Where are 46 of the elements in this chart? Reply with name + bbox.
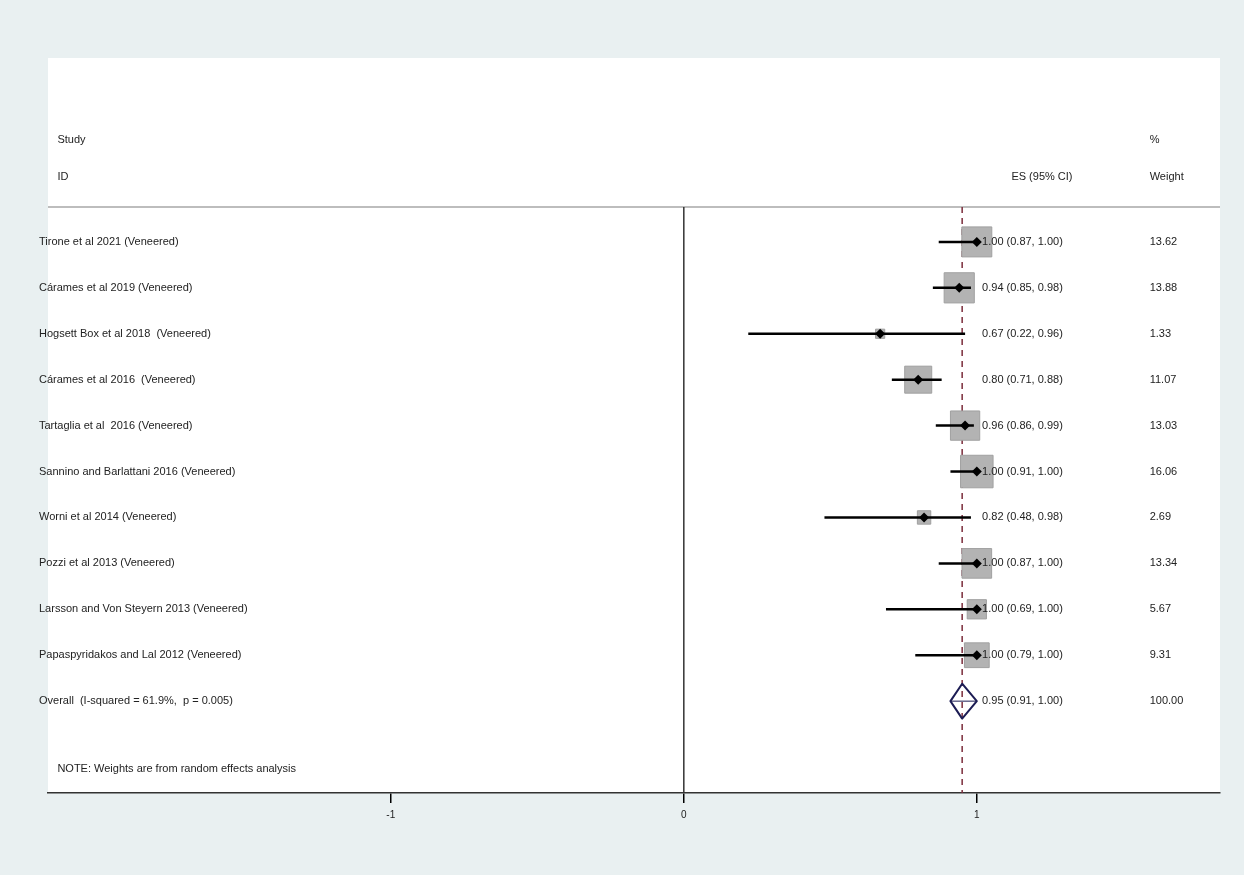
y-tick-label: Papaspyridakos and Lal 2012 (Veneered)	[39, 648, 242, 661]
text: Weight	[1149, 170, 1184, 183]
y-tick-label: Sannino and Barlattani 2016 (Veneered)	[39, 464, 236, 477]
y-tick-label: Overall (I-squared = 61.9%, p = 0.005)	[39, 694, 233, 707]
annotation: 1.00 (0.69, 1.00)	[982, 602, 1063, 615]
x-tick-label: 0	[681, 808, 688, 820]
annotation: 0.80 (0.71, 0.88)	[982, 372, 1063, 385]
y-tick-label: Worni et al 2014 (Veneered)	[39, 510, 177, 523]
text: Study	[57, 132, 86, 145]
text: ES (95% CI)	[1011, 170, 1073, 183]
annotation: 13.34	[1149, 556, 1178, 569]
text: ID	[57, 170, 69, 183]
y-tick-label: Cárames et al 2019 (Veneered)	[39, 280, 193, 293]
point	[949, 682, 978, 720]
point	[943, 272, 975, 304]
annotation: 1.00 (0.79, 1.00)	[982, 648, 1063, 661]
annotation: 100.00	[1149, 694, 1184, 707]
annotation: 0.67 (0.22, 0.96)	[982, 326, 1063, 339]
point	[949, 410, 981, 441]
annotation: 13.88	[1149, 280, 1178, 293]
y-tick-label: Pozzi et al 2013 (Veneered)	[39, 556, 175, 569]
annotation: 1.00 (0.91, 1.00)	[982, 464, 1063, 477]
annotation: 1.00 (0.87, 1.00)	[982, 234, 1063, 247]
y-tick-label: Larsson and Von Steyern 2013 (Veneered)	[39, 602, 248, 615]
annotation: 0.96 (0.86, 0.99)	[982, 418, 1063, 431]
y-tick-label: Tartaglia et al 2016 (Veneered)	[39, 418, 193, 431]
y-tick-label: Tirone et al 2021 (Veneered)	[39, 234, 179, 247]
x-tick-label: -1	[386, 808, 396, 820]
annotation: 1.00 (0.87, 1.00)	[982, 556, 1063, 569]
annotation: 0.94 (0.85, 0.98)	[982, 280, 1063, 293]
point	[904, 365, 933, 394]
annotation: 13.62	[1149, 234, 1178, 247]
annotation: 13.03	[1149, 418, 1178, 431]
y-tick-label: Cárames et al 2016 (Veneered)	[39, 372, 196, 385]
annotation: 1.33	[1149, 326, 1172, 339]
annotation: 11.07	[1149, 372, 1177, 385]
annotation: 9.31	[1149, 648, 1172, 661]
annotation: 16.06	[1149, 464, 1178, 477]
annotation: 2.69	[1149, 510, 1172, 523]
text: %	[1149, 132, 1160, 145]
annotation: 5.67	[1149, 602, 1172, 615]
y-tick-label: Hogsett Box et al 2018 (Veneered)	[39, 326, 211, 339]
annotation: 0.95 (0.91, 1.00)	[982, 694, 1063, 707]
x-tick-label: 1	[974, 808, 981, 820]
text: NOTE: Weights are from random effects analysis	[57, 762, 297, 775]
annotation: 0.82 (0.48, 0.98)	[982, 510, 1063, 523]
